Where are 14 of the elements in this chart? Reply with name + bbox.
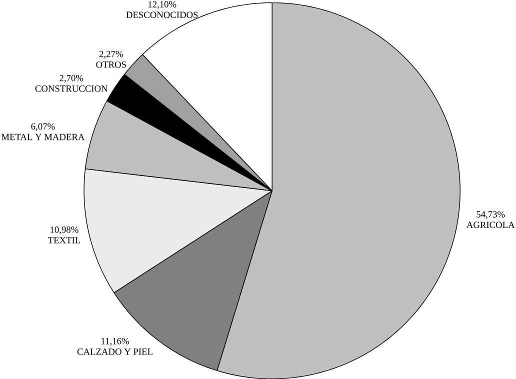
data-label: 2,70% (60, 74, 84, 82)
data-label: 54,73% (476, 211, 505, 219)
slice-label: OTROS (96, 61, 126, 68)
slice-label: TEXTIL (48, 237, 80, 244)
slice-label: CONSTRUCCION (35, 85, 108, 92)
data-label: 10,98% (50, 226, 78, 234)
slice-label: DESCONOCIDOS (126, 12, 198, 18)
data-label: 12,10% (148, 1, 176, 9)
data-label: 11,16% (102, 338, 129, 346)
slice-label: METAL Y MADERA (1, 134, 85, 140)
slice-label: AGRICOLA (466, 222, 515, 228)
data-label: 6,07% (31, 123, 55, 131)
data-label: 2,27% (99, 50, 123, 58)
slice-label: CALZADO Y PIEL (77, 348, 152, 355)
